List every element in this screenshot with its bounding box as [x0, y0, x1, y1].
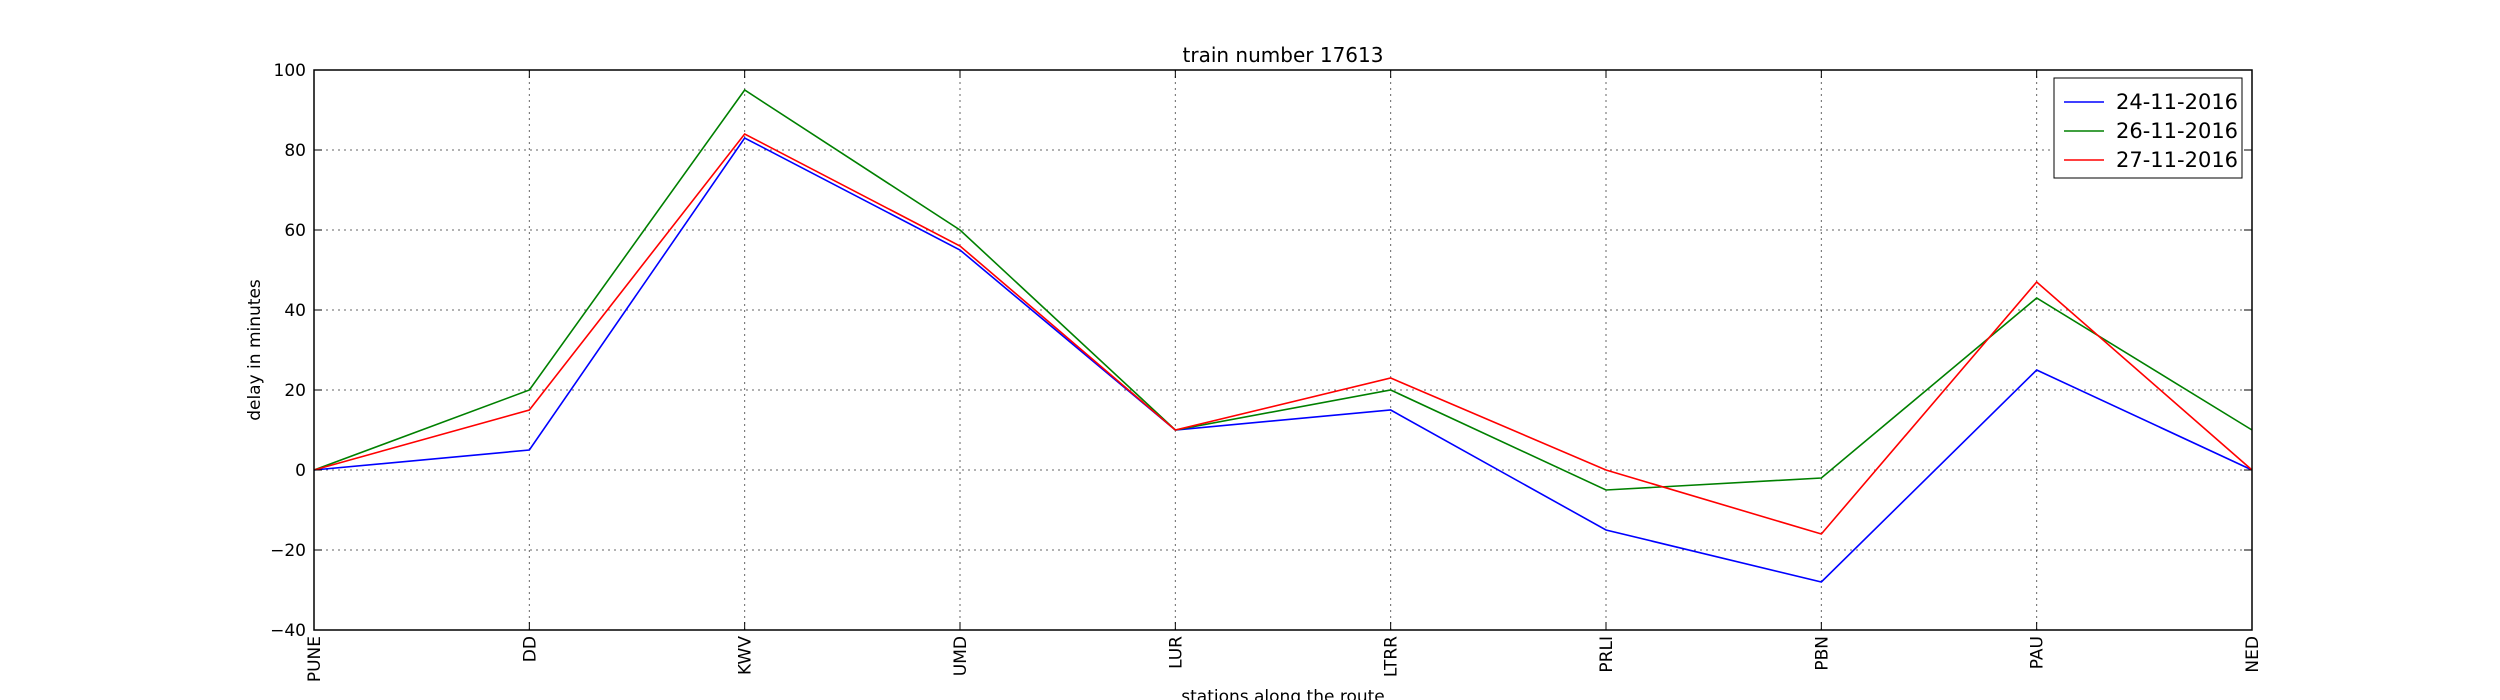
axis-ticks: PUNE DD KWV UMD LUR LTRR PRLI PBN PAU NED −40 −20 0 2…: [270, 61, 2263, 682]
x-tick-label: DD: [520, 636, 540, 662]
grid: [313, 69, 2253, 631]
chart-title: train number 17613: [1183, 43, 1384, 67]
series-line: [313, 88, 2253, 491]
legend-label: 24-11-2016: [2116, 90, 2238, 114]
y-tick-label: −20: [270, 541, 306, 561]
series-line: [313, 132, 2253, 535]
x-axis-title: stations along the route: [1181, 687, 1385, 700]
y-axis-title: delay in minutes: [245, 279, 265, 421]
x-tick-label: LTRR: [1382, 636, 1402, 677]
series-line: [313, 136, 2253, 583]
plot-frame: [313, 69, 2253, 631]
x-tick-label: PAU: [2028, 636, 2048, 669]
x-tick-label: PRLI: [1597, 636, 1617, 673]
y-tick-label: 20: [284, 381, 306, 401]
x-tick-label: NED: [2243, 636, 2263, 673]
y-tick-label: 100: [274, 61, 306, 81]
series-lines: [313, 88, 2253, 583]
y-tick-label: 80: [284, 141, 306, 161]
legend-label: 27-11-2016: [2116, 148, 2238, 172]
x-tick-label: LUR: [1166, 636, 1186, 669]
legend-box: [2053, 77, 2243, 179]
y-tick-label: −40: [270, 621, 306, 641]
x-tick-label: PUNE: [305, 636, 325, 682]
y-tick-label: 60: [284, 221, 306, 241]
legend-label: 26-11-2016: [2116, 119, 2238, 143]
y-tick-label: 40: [284, 301, 306, 321]
y-tick-label: 0: [295, 461, 306, 481]
x-tick-label: KWV: [736, 636, 756, 675]
legend: 24-11-2016 26-11-2016 27-11-2016: [2053, 77, 2243, 179]
x-tick-label: UMD: [951, 636, 971, 676]
x-tick-label: PBN: [1812, 636, 1832, 671]
